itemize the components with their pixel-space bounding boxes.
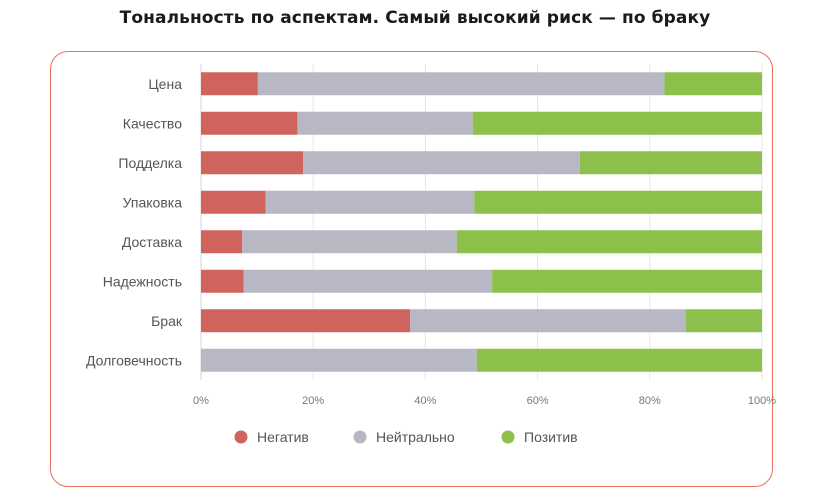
category-label: Цена [148,76,182,92]
x-tick-label: 20% [302,395,324,407]
bar-segment [201,230,243,254]
x-tick-label: 60% [527,395,549,407]
bar-segment [201,309,411,333]
bar-segment [476,348,762,372]
page-title: Тональность по аспектам. Самый высокий р… [119,8,711,28]
legend-marker[interactable] [501,430,515,444]
bar-segment [257,72,665,96]
legend-label[interactable]: Нейтрально [376,429,455,445]
category-label: Качество [123,115,182,131]
bar-segment [685,309,762,333]
category-label: Надежность [103,273,182,289]
x-tick-label: 80% [639,395,661,407]
category-label: Брак [151,313,183,329]
bar-segment [492,269,762,293]
bar-segment [201,190,266,214]
x-tick-label: 0% [193,395,209,407]
bar-segment [410,309,686,333]
bar-segment [297,111,473,135]
legend-label[interactable]: Позитив [524,429,578,445]
legend-marker[interactable] [353,430,367,444]
category-label: Подделка [118,155,182,171]
bar-segment [201,72,258,96]
bar-segment [265,190,475,214]
bar-segment [579,151,762,175]
bar-segment [201,269,244,293]
bar-segment [456,230,762,254]
category-label: Упаковка [123,194,183,210]
category-label: Долговечность [86,352,182,368]
bar-segment [243,269,493,293]
bar-segment [201,111,298,135]
bar-segment [664,72,762,96]
bar-segment [303,151,580,175]
bar-segment [242,230,457,254]
legend-label[interactable]: Негатив [257,429,309,445]
x-tick-label: 40% [414,395,436,407]
bar-segment [201,151,303,175]
bar-segment [201,348,477,372]
x-tick-label: 100% [748,395,776,407]
bar-segment [472,111,762,135]
legend-marker[interactable] [234,430,248,444]
bar-segment [474,190,762,214]
category-label: Доставка [122,234,182,250]
